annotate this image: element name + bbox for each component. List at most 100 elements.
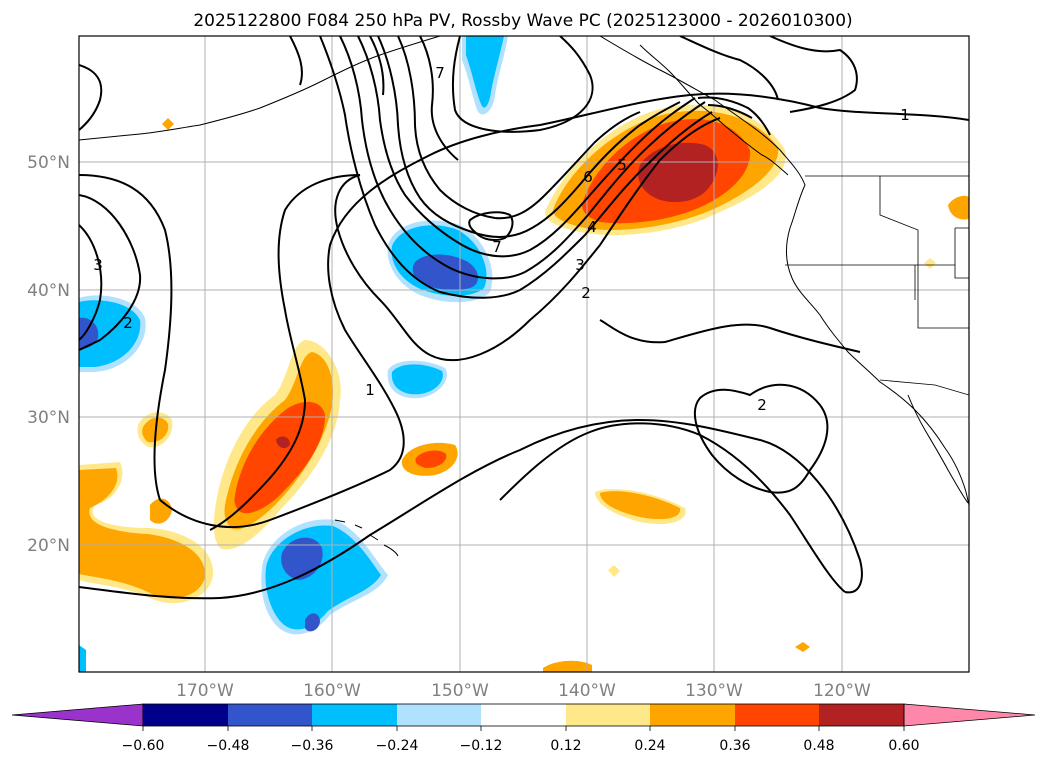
colorbar-swatch (566, 704, 650, 726)
lon-label: 120°W (813, 681, 871, 701)
pv-contour-3 (319, 36, 713, 299)
contour-label: 7 (435, 64, 445, 82)
longitude-labels: 170°W 160°W 150°W 140°W 130°W 120°W (176, 681, 871, 701)
pv-contour-2 (209, 174, 361, 531)
pv-contour-2 (679, 36, 779, 101)
plot-title: 2025122800 F084 250 hPa PV, Rossby Wave … (193, 11, 852, 31)
shade-positive (162, 118, 174, 130)
pv-contour-5 (357, 36, 696, 258)
contour-label: 2 (757, 396, 767, 414)
pv-contour-2 (79, 194, 142, 351)
us-state-boundary (879, 176, 969, 329)
shade-positive (415, 450, 447, 468)
pv-contour-1 (159, 92, 969, 529)
shade-negative (391, 364, 443, 395)
shade-negative (305, 613, 320, 632)
pv-contour-1 (79, 64, 103, 131)
pv-contour-5 (697, 96, 771, 136)
colorbar: −0.60 −0.48 −0.36 −0.24 −0.12 0.12 0.24 … (11, 703, 1036, 754)
colorbar-tick-label: 0.24 (634, 738, 665, 754)
pv-contour-2 (693, 383, 829, 494)
us-state-boundary (954, 227, 969, 279)
pv-contour-4 (707, 104, 753, 119)
us-mexico-border (879, 379, 969, 396)
shade-positive (948, 195, 969, 220)
pv-contour-1 (79, 174, 173, 501)
shade-positive (276, 436, 290, 449)
shade-positive (924, 258, 936, 269)
colorbar-tick-label: −0.60 (122, 738, 165, 754)
contour-label: 6 (583, 168, 593, 186)
lat-label: 30°N (27, 408, 70, 428)
shade-positive (608, 565, 620, 577)
map-frame (78, 35, 970, 673)
pv-contour-2 (79, 224, 103, 341)
colorbar-swatch (735, 704, 819, 726)
pv-contours (79, 36, 969, 600)
lat-label: 20°N (27, 536, 70, 556)
pv-contour-4 (339, 36, 706, 280)
pv-contour-2 (334, 117, 721, 361)
pv-contour-2 (369, 36, 385, 96)
colorbar-swatch (228, 704, 312, 726)
pv-contour-2 (289, 36, 303, 86)
contour-label: 3 (93, 256, 103, 274)
pv-contour-2 (599, 319, 861, 353)
lon-label: 170°W (176, 681, 234, 701)
shade-positive (638, 142, 718, 203)
lon-label: 150°W (431, 681, 489, 701)
colorbar-extend-low (11, 703, 144, 727)
colorbar-tick-label: 0.12 (550, 738, 581, 754)
contour-label: 5 (617, 156, 627, 174)
pv-contour-1 (79, 418, 863, 600)
lat-label: 50°N (27, 153, 70, 173)
map-panel: 1 1 2 2 2 3 3 4 5 6 7 7 (78, 35, 970, 673)
map-background (79, 36, 969, 672)
lon-label: 160°W (303, 681, 361, 701)
latitude-labels: 50°N 40°N 30°N 20°N (27, 153, 70, 556)
contour-label: 2 (123, 314, 133, 332)
pv-contour-7 (468, 211, 514, 241)
shade-positive (234, 401, 326, 514)
contour-label: 1 (365, 381, 375, 399)
shade-negative (79, 645, 86, 672)
pv-contour-2 (769, 36, 858, 113)
shade-positive (600, 491, 681, 520)
colorbar-tick-label: −0.48 (207, 738, 250, 754)
colorbar-ticks (142, 726, 905, 731)
lon-label: 130°W (685, 681, 743, 701)
colorbar-swatch (312, 704, 397, 726)
contour-label: 2 (581, 284, 591, 302)
lat-label: 40°N (27, 281, 70, 301)
colorbar-tick-label: −0.12 (460, 738, 503, 754)
shade-positive (543, 660, 592, 672)
lon-label: 140°W (558, 681, 616, 701)
shade-negative (412, 254, 479, 290)
shade-negative (466, 36, 504, 108)
colorbar-tick-label: −0.36 (291, 738, 334, 754)
colorbar-swatch (819, 704, 904, 726)
colorbar-swatch (650, 704, 735, 726)
pv-contour-2 (451, 36, 594, 133)
contour-label: 1 (900, 106, 910, 124)
pv-contour-6 (377, 36, 681, 238)
colorbar-swatch (481, 704, 566, 726)
colorbar-tick-label: 0.60 (888, 738, 919, 754)
colorbar-tick-label: 0.36 (719, 738, 750, 754)
pv-contour-7 (419, 36, 459, 161)
shade-negative (79, 317, 99, 350)
coastline-baja (907, 394, 969, 504)
borders (785, 175, 969, 396)
coastline-alaska (79, 36, 441, 141)
colorbar-swatch (143, 704, 228, 726)
colorbar-tick-label: 0.48 (803, 738, 834, 754)
shade-positive (79, 468, 206, 599)
coastlines (79, 36, 969, 557)
pc-shading (79, 36, 969, 672)
coastline-southeast-alaska (639, 44, 789, 176)
contour-label: 7 (492, 238, 502, 256)
shade-positive (795, 642, 810, 652)
contour-labels: 1 1 2 2 2 3 3 4 5 6 7 7 (93, 64, 910, 414)
colorbar-swatch (397, 704, 481, 726)
